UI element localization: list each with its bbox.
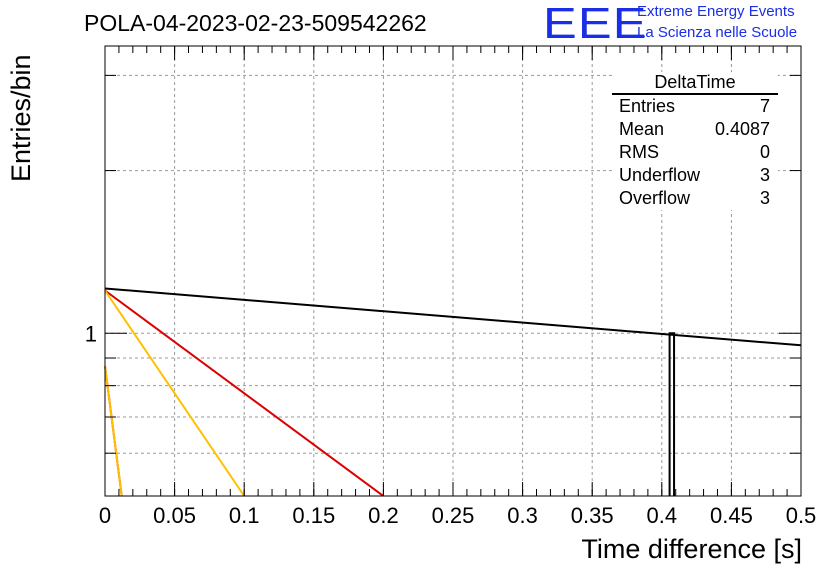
y-axis-label: Entries/bin xyxy=(6,54,36,182)
grid-lines xyxy=(105,46,801,496)
x-tick-label: 0.4 xyxy=(647,503,678,528)
stats-row-underflow: Underflow 3 xyxy=(612,164,778,187)
x-tick-label: 0.5 xyxy=(786,503,817,528)
stats-label: Underflow xyxy=(619,165,701,185)
x-tick-label: 0.2 xyxy=(368,503,399,528)
tick-labels: 0 0.05 0.1 0.15 0.2 0.25 0.3 0.35 0.4 0.45 0.5 1 xyxy=(85,321,817,528)
y-tick-label: 1 xyxy=(85,321,97,346)
axis-ticks xyxy=(104,46,802,496)
series-line xyxy=(104,289,246,497)
stats-value: 0.4087 xyxy=(714,119,770,139)
x-tick-label: 0.25 xyxy=(432,503,475,528)
x-axis-label: Time difference [s] xyxy=(581,534,802,564)
x-tick-label: 0.45 xyxy=(710,503,753,528)
stats-label: Entries xyxy=(619,96,676,116)
x-tick-label: 0.35 xyxy=(571,503,614,528)
x-tick-label: 0.15 xyxy=(292,503,335,528)
histogram xyxy=(668,332,676,496)
stats-label: Overflow xyxy=(619,188,691,208)
page-title: POLA-04-2023-02-23-509542262 xyxy=(84,10,427,36)
stats-row-overflow: Overflow 3 xyxy=(612,187,778,210)
stats-box: DeltaTime Entries 7 Mean 0.4087 RMS 0 Un… xyxy=(612,72,778,210)
stats-row-mean: Mean 0.4087 xyxy=(612,118,778,141)
logo-subtitle-line1: Extreme Energy Events xyxy=(637,3,795,20)
x-tick-label: 0.1 xyxy=(229,503,260,528)
histogram-bin xyxy=(668,332,676,496)
stats-value: 3 xyxy=(759,188,770,208)
logo-subtitle-line2: La Scienza nelle Scuole xyxy=(637,24,798,41)
series-line xyxy=(104,289,384,497)
stats-value: 3 xyxy=(759,165,770,185)
x-tick-label: 0 xyxy=(99,503,111,528)
eee-logo: EEE xyxy=(543,0,648,48)
stats-title: DeltaTime xyxy=(612,72,778,95)
x-tick-label: 0.05 xyxy=(153,503,196,528)
x-tick-label: 0.3 xyxy=(507,503,538,528)
stats-label: RMS xyxy=(619,142,659,162)
series-line xyxy=(104,287,802,347)
stats-row-rms: RMS 0 xyxy=(612,141,778,164)
stats-value: 0 xyxy=(759,142,770,162)
stats-row-entries: Entries 7 xyxy=(612,95,778,118)
series-line xyxy=(104,365,123,497)
stats-value: 7 xyxy=(759,96,770,116)
stats-label: Mean xyxy=(619,119,665,139)
series-lines xyxy=(104,287,802,497)
